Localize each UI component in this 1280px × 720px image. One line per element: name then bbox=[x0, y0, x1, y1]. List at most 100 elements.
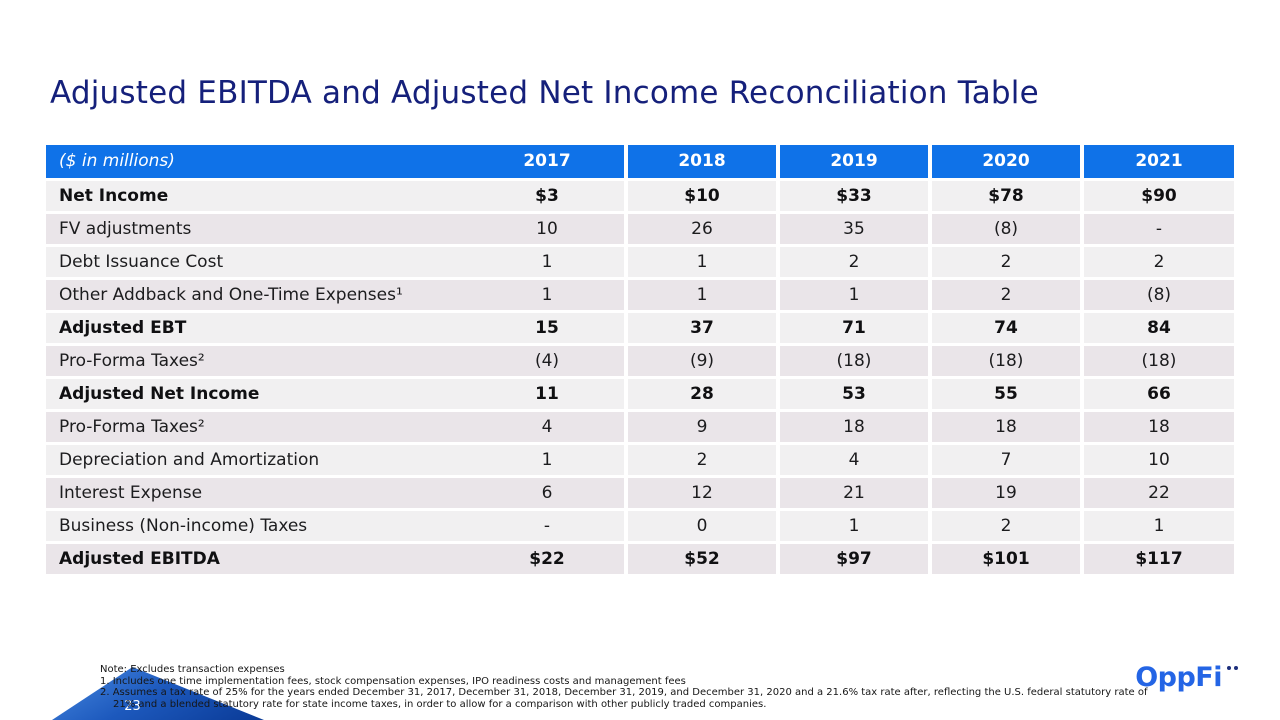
cell-value: 1 bbox=[470, 245, 626, 280]
year-header: 2017 bbox=[470, 145, 626, 181]
cell-value: (4) bbox=[470, 344, 626, 379]
table-row: FV adjustments 10 26 35 (8) - bbox=[46, 212, 1234, 247]
cell-value: 19 bbox=[928, 476, 1082, 511]
footnote-2: 2. Assumes a tax rate of 25% for the yea… bbox=[100, 687, 1148, 710]
cell-value: 1 bbox=[470, 278, 626, 313]
cell-value: 12 bbox=[624, 476, 778, 511]
footnote-1: 1. Includes one time implementation fees… bbox=[100, 675, 686, 687]
cell-value: 71 bbox=[776, 311, 930, 346]
cell-value: 26 bbox=[624, 212, 778, 247]
cell-value: 22 bbox=[1080, 476, 1234, 511]
cell-value: (18) bbox=[776, 344, 930, 379]
cell-value: 53 bbox=[776, 377, 930, 412]
cell-value: 2 bbox=[928, 278, 1082, 313]
row-label: Adjusted EBITDA bbox=[46, 542, 470, 577]
cell-value: - bbox=[470, 509, 626, 544]
cell-value: 2 bbox=[1080, 245, 1234, 280]
cell-value: 74 bbox=[928, 311, 1082, 346]
cell-value: 1 bbox=[470, 443, 626, 478]
row-label: Other Addback and One-Time Expenses¹ bbox=[46, 278, 470, 313]
cell-value: 1 bbox=[1080, 509, 1234, 544]
row-label: Business (Non-income) Taxes bbox=[46, 509, 470, 544]
cell-value: 37 bbox=[624, 311, 778, 346]
page-title: Adjusted EBITDA and Adjusted Net Income … bbox=[50, 74, 1039, 111]
cell-value: 2 bbox=[776, 245, 930, 280]
cell-value: $10 bbox=[624, 179, 778, 214]
cell-value: $22 bbox=[470, 542, 626, 577]
logo-dots-icon bbox=[1224, 646, 1238, 677]
table-header-row: ($ in millions) 2017 2018 2019 2020 2021 bbox=[46, 145, 1234, 181]
cell-value: $117 bbox=[1080, 542, 1234, 577]
cell-value: 28 bbox=[624, 377, 778, 412]
year-header: 2019 bbox=[776, 145, 930, 181]
unit-label: ($ in millions) bbox=[46, 145, 470, 181]
reconciliation-table: ($ in millions) 2017 2018 2019 2020 2021 Net… bbox=[46, 145, 1234, 577]
cell-value: $101 bbox=[928, 542, 1082, 577]
year-header: 2021 bbox=[1080, 145, 1234, 181]
logo-text: OppFi bbox=[1135, 662, 1222, 693]
row-label: Debt Issuance Cost bbox=[46, 245, 470, 280]
row-label: Adjusted EBT bbox=[46, 311, 470, 346]
cell-value: $52 bbox=[624, 542, 778, 577]
table-body: Net Income $3 $10 $33 $78 $90 FV adjustments 10… bbox=[46, 179, 1234, 577]
row-label: Interest Expense bbox=[46, 476, 470, 511]
row-label: FV adjustments bbox=[46, 212, 470, 247]
table-row: Pro-Forma Taxes² (4) (9) (18) (18) (18) bbox=[46, 344, 1234, 379]
cell-value: $90 bbox=[1080, 179, 1234, 214]
cell-value: 2 bbox=[928, 245, 1082, 280]
cell-value: 7 bbox=[928, 443, 1082, 478]
cell-value: $97 bbox=[776, 542, 930, 577]
cell-value: 18 bbox=[776, 410, 930, 445]
cell-value: (18) bbox=[1080, 344, 1234, 379]
cell-value: 0 bbox=[624, 509, 778, 544]
year-header: 2020 bbox=[928, 145, 1082, 181]
cell-value: 11 bbox=[470, 377, 626, 412]
footnotes: Note: Excludes transaction expenses 1. I… bbox=[100, 664, 1163, 710]
page-number: 23 bbox=[124, 699, 141, 714]
cell-value: 21 bbox=[776, 476, 930, 511]
row-label: Pro-Forma Taxes² bbox=[46, 410, 470, 445]
cell-value: 18 bbox=[1080, 410, 1234, 445]
cell-value: $78 bbox=[928, 179, 1082, 214]
cell-value: (8) bbox=[1080, 278, 1234, 313]
row-label: Depreciation and Amortization bbox=[46, 443, 470, 478]
year-header: 2018 bbox=[624, 145, 778, 181]
table-row: Pro-Forma Taxes² 4 9 18 18 18 bbox=[46, 410, 1234, 445]
cell-value: 35 bbox=[776, 212, 930, 247]
table-row: Debt Issuance Cost 1 1 2 2 2 bbox=[46, 245, 1234, 280]
cell-value: $3 bbox=[470, 179, 626, 214]
cell-value: - bbox=[1080, 212, 1234, 247]
cell-value: 2 bbox=[624, 443, 778, 478]
cell-value: 15 bbox=[470, 311, 626, 346]
footnote-note: Note: Excludes transaction expenses bbox=[100, 664, 285, 675]
cell-value: 9 bbox=[624, 410, 778, 445]
table-row: Net Income $3 $10 $33 $78 $90 bbox=[46, 179, 1234, 214]
row-label: Adjusted Net Income bbox=[46, 377, 470, 412]
oppfi-logo: OppFi bbox=[1135, 662, 1238, 693]
cell-value: 2 bbox=[928, 509, 1082, 544]
table-row: Adjusted EBT 15 37 71 74 84 bbox=[46, 311, 1234, 346]
cell-value: (9) bbox=[624, 344, 778, 379]
cell-value: (8) bbox=[928, 212, 1082, 247]
cell-value: (18) bbox=[928, 344, 1082, 379]
table-row: Adjusted EBITDA $22 $52 $97 $101 $117 bbox=[46, 542, 1234, 577]
cell-value: 10 bbox=[470, 212, 626, 247]
table-row: Other Addback and One-Time Expenses¹ 1 1 1 2… bbox=[46, 278, 1234, 313]
cell-value: 18 bbox=[928, 410, 1082, 445]
cell-value: 66 bbox=[1080, 377, 1234, 412]
cell-value: 4 bbox=[776, 443, 930, 478]
cell-value: $33 bbox=[776, 179, 930, 214]
row-label: Pro-Forma Taxes² bbox=[46, 344, 470, 379]
table-row: Interest Expense 6 12 21 19 22 bbox=[46, 476, 1234, 511]
cell-value: 84 bbox=[1080, 311, 1234, 346]
cell-value: 10 bbox=[1080, 443, 1234, 478]
cell-value: 4 bbox=[470, 410, 626, 445]
row-label: Net Income bbox=[46, 179, 470, 214]
table-row: Adjusted Net Income 11 28 53 55 66 bbox=[46, 377, 1234, 412]
cell-value: 6 bbox=[470, 476, 626, 511]
cell-value: 1 bbox=[624, 245, 778, 280]
cell-value: 1 bbox=[776, 509, 930, 544]
cell-value: 55 bbox=[928, 377, 1082, 412]
cell-value: 1 bbox=[776, 278, 930, 313]
table-row: Business (Non-income) Taxes -0 1 2 1 bbox=[46, 509, 1234, 544]
